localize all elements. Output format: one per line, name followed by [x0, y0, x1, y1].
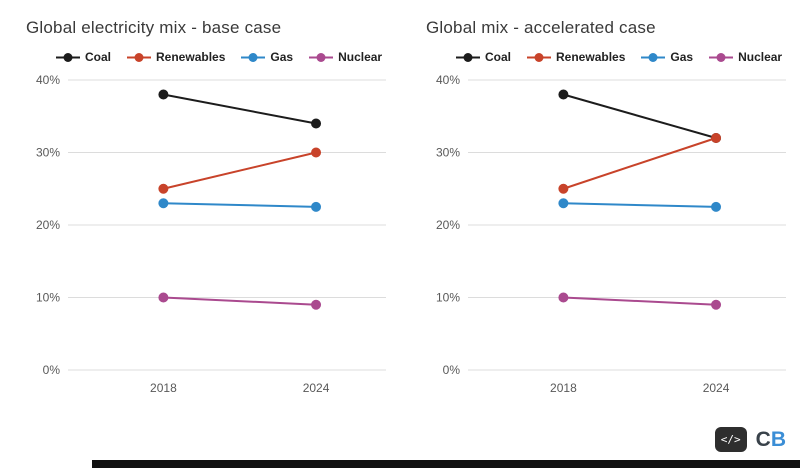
y-axis-tick-label: 20%: [436, 218, 460, 232]
legend-item-renewables: Renewables: [127, 50, 225, 64]
legend-marker-icon: [241, 52, 266, 62]
logo-letter-c: C: [755, 427, 771, 451]
legend-item-coal: Coal: [456, 50, 511, 64]
legend-item-renewables: Renewables: [527, 50, 625, 64]
data-point-gas: [558, 198, 569, 209]
chart-panel-accelerated-case: Global mix - accelerated case Coal Renewa…: [400, 10, 800, 400]
data-point-nuclear: [558, 292, 569, 303]
bottom-bar: [92, 460, 800, 468]
legend-marker-icon: [709, 52, 734, 62]
y-axis-tick-label: 40%: [36, 73, 60, 87]
x-axis-tick-label: 2018: [150, 381, 177, 395]
data-point-gas: [311, 201, 322, 212]
y-axis-tick-label: 10%: [436, 291, 460, 305]
logo-letter-b: B: [770, 427, 786, 451]
legend-item-gas: Gas: [641, 50, 693, 64]
legend-item-nuclear: Nuclear: [709, 50, 782, 64]
series-line-gas: [563, 202, 717, 208]
legend-label: Coal: [485, 50, 512, 64]
legend: Coal Renewables Gas Nuclear: [456, 50, 800, 64]
y-axis-tick-label: 20%: [36, 218, 60, 232]
series-line-coal: [163, 93, 317, 125]
chart-title: Global electricity mix - base case: [26, 18, 282, 37]
legend-marker-icon: [309, 52, 334, 62]
legend-label: Coal: [85, 50, 112, 64]
legend-label: Gas: [270, 50, 294, 64]
data-point-renewables: [158, 183, 169, 194]
legend-marker-icon: [527, 52, 552, 62]
data-point-gas: [158, 198, 169, 209]
embed-code-button[interactable]: </>: [714, 427, 747, 452]
chart-panel-base-case: Global electricity mix - base case Coal R…: [0, 10, 400, 400]
chart-plot: 0% 10% 20% 30% 40% 2018 2024: [436, 73, 786, 395]
y-axis-tick-label: 30%: [36, 146, 60, 160]
legend: Coal Renewables Gas Nuclear: [56, 50, 400, 64]
y-axis-tick-label: 40%: [436, 73, 460, 87]
y-axis-tick-label: 30%: [436, 146, 460, 160]
legend-label: Renewables: [156, 50, 226, 64]
data-point-nuclear: [311, 299, 322, 310]
code-icon: </>: [720, 433, 741, 446]
data-point-nuclear: [158, 292, 169, 303]
x-axis-tick-label: 2024: [303, 381, 330, 395]
legend-label: Renewables: [556, 50, 626, 64]
legend-item-coal: Coal: [56, 50, 111, 64]
data-point-coal: [558, 89, 569, 100]
data-point-nuclear: [711, 299, 722, 310]
legend-item-nuclear: Nuclear: [309, 50, 382, 64]
charts-row: Global electricity mix - base case Coal R…: [0, 10, 800, 400]
legend-marker-icon: [641, 52, 666, 62]
x-axis-tick-label: 2018: [550, 381, 577, 395]
series-line-coal: [563, 93, 717, 139]
y-axis-tick-label: 10%: [36, 291, 60, 305]
series-line-renewables: [163, 151, 317, 190]
legend-label: Nuclear: [338, 50, 383, 64]
x-axis-tick-label: 2024: [703, 381, 730, 395]
legend-marker-icon: [127, 52, 152, 62]
carbonbrief-logo: CB: [756, 428, 786, 452]
legend-label: Gas: [670, 50, 694, 64]
legend-label: Nuclear: [738, 50, 783, 64]
data-point-renewables: [311, 147, 322, 158]
data-point-gas: [711, 201, 722, 212]
series-line-renewables: [563, 137, 717, 190]
y-axis-tick-label: 0%: [43, 363, 61, 377]
series-line-nuclear: [163, 296, 317, 306]
series-line-gas: [163, 202, 317, 208]
legend-item-gas: Gas: [241, 50, 293, 64]
data-point-coal: [158, 89, 169, 100]
y-axis-tick-label: 0%: [443, 363, 461, 377]
data-point-coal: [311, 118, 322, 129]
chart-plot: 0% 10% 20% 30% 40% 2018 2024: [36, 73, 386, 395]
series-line-nuclear: [563, 296, 717, 306]
data-point-renewables: [558, 183, 569, 194]
footer: </> CB: [714, 427, 786, 452]
legend-marker-icon: [56, 52, 80, 62]
legend-marker-icon: [456, 52, 480, 62]
chart-title: Global mix - accelerated case: [426, 18, 656, 37]
data-point-renewables: [711, 133, 722, 143]
